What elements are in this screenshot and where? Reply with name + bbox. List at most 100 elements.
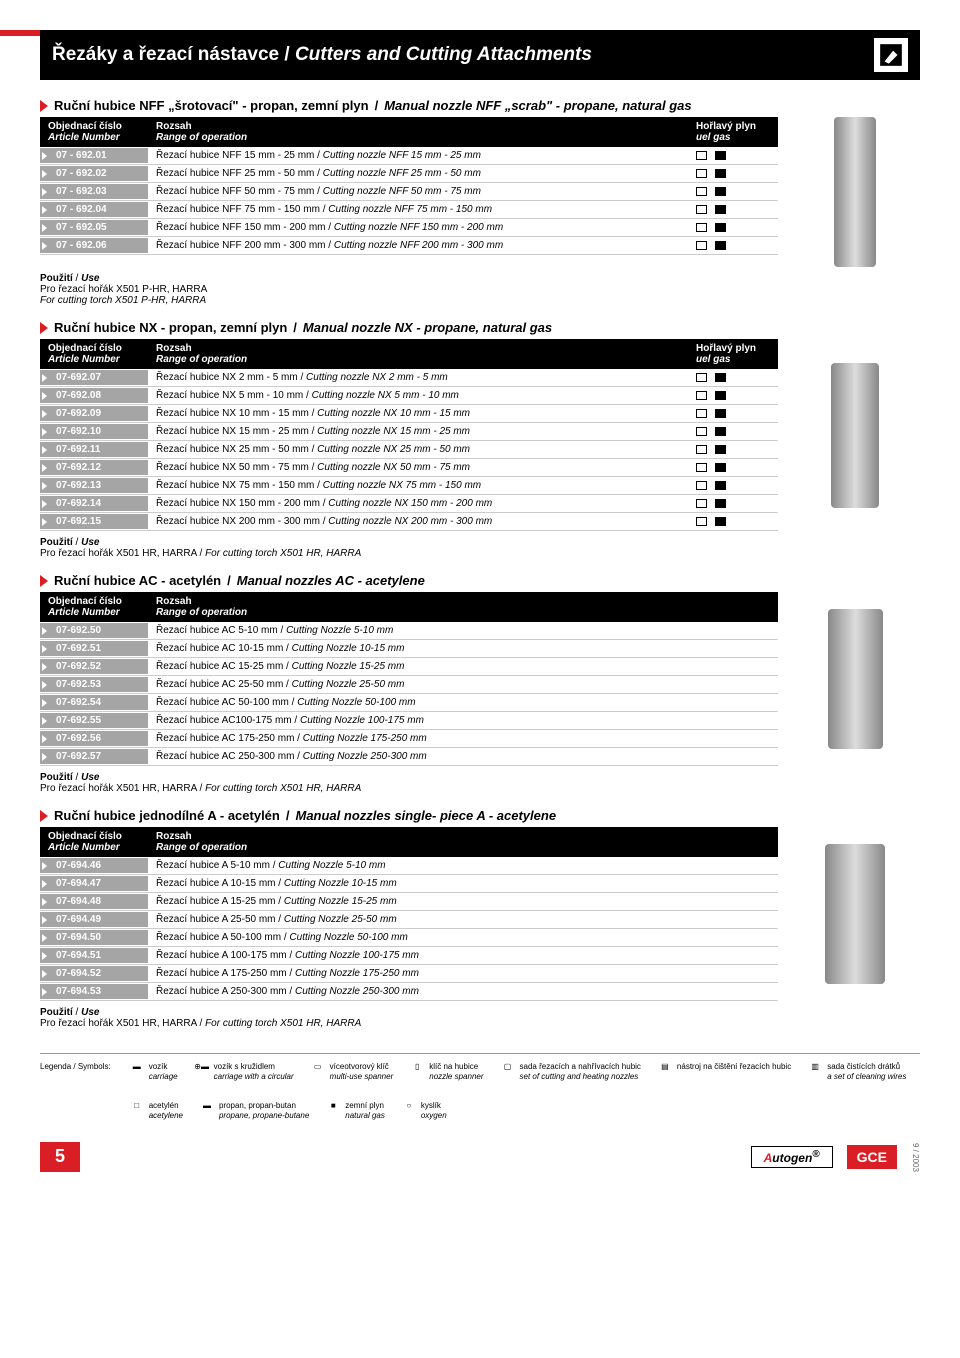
table-row: 07-694.53 Řezací hubice A 250-300 mm / C… — [40, 983, 778, 1001]
legend-items: ▬ vozíkcarriage⊕▬ vozík s kružidlemcarri… — [131, 1062, 920, 1122]
natural-gas-symbol-icon — [715, 391, 726, 400]
col-range: RozsahRange of operation — [148, 339, 688, 369]
legend-item: □ acetylénacetylene — [131, 1101, 183, 1122]
table-row: 07 - 692.04 Řezací hubice NFF 75 mm - 15… — [40, 201, 778, 219]
natural-gas-symbol-icon — [715, 151, 726, 160]
legend-item: ■ zemní plynnatural gas — [327, 1101, 385, 1122]
table-header: Objednací čísloArticle Number RozsahRang… — [40, 339, 778, 369]
table-row: 07-692.12 Řezací hubice NX 50 mm - 75 mm… — [40, 459, 778, 477]
header-title-en: Cutters and Cutting Attachments — [295, 44, 592, 65]
table-row: 07-692.51 Řezací hubice AC 10-15 mm / Cu… — [40, 640, 778, 658]
natural-gas-symbol-icon — [715, 463, 726, 472]
legend-item: ▥ sada čistících drátkůa set of cleaning… — [809, 1062, 906, 1083]
table-header: Objednací čísloArticle Number RozsahRang… — [40, 117, 778, 147]
natural-gas-symbol-icon — [715, 409, 726, 418]
table-row: 07-694.51 Řezací hubice A 100-175 mm / C… — [40, 947, 778, 965]
use-text-cz: Pro řezací hořák X501 HR, HARRA — [40, 1018, 197, 1029]
footer-logos: Autogen® GCE 9 / 2003 — [751, 1143, 920, 1172]
cell-article: 07-692.57 — [40, 749, 148, 764]
legend-item: ▢ sada řezacích a nahřívacích hubicset o… — [502, 1062, 641, 1083]
col-article: Objednací čísloArticle Number — [40, 339, 148, 369]
table-row: 07-692.11 Řezací hubice NX 25 mm - 50 mm… — [40, 441, 778, 459]
cell-gas — [688, 239, 778, 252]
cell-article: 07-692.52 — [40, 659, 148, 674]
legend-text: sada řezacích a nahřívacích hubicset of … — [520, 1062, 641, 1083]
section-title-en: Manual nozzles single- piece A - acetyle… — [295, 808, 556, 823]
red-triangle-icon — [40, 810, 48, 822]
cell-gas — [688, 371, 778, 384]
legend-symbol-icon: ▭ — [312, 1062, 324, 1071]
section-title-cz: Ruční hubice AC - acetylén — [54, 573, 221, 588]
table-row: 07 - 692.06 Řezací hubice NFF 200 mm - 3… — [40, 237, 778, 255]
table-block: Objednací čísloArticle Number RozsahRang… — [40, 827, 778, 1001]
cell-range: Řezací hubice NFF 15 mm - 25 mm / Cuttin… — [148, 148, 688, 163]
cell-range: Řezací hubice A 50-100 mm / Cutting Nozz… — [148, 930, 778, 945]
table-row: 07-692.07 Řezací hubice NX 2 mm - 5 mm /… — [40, 369, 778, 387]
natural-gas-symbol-icon — [715, 373, 726, 382]
section: Ruční hubice jednodílné A - acetylén / M… — [40, 808, 920, 1029]
legend-item: ▭ víceotvorový klíčmulti-use spanner — [312, 1062, 394, 1083]
table-row: 07-692.57 Řezací hubice AC 250-300 mm / … — [40, 748, 778, 766]
table-row: 07-692.50 Řezací hubice AC 5-10 mm / Cut… — [40, 622, 778, 640]
propane-symbol-icon — [696, 391, 707, 400]
table-block: Objednací čísloArticle Number RozsahRang… — [40, 117, 778, 267]
propane-symbol-icon — [696, 409, 707, 418]
legend-symbol-icon: ▬ — [201, 1101, 213, 1110]
cell-gas — [688, 425, 778, 438]
cell-article: 07-694.48 — [40, 894, 148, 909]
table-row: 07-692.14 Řezací hubice NX 150 mm - 200 … — [40, 495, 778, 513]
use-label-en: Use — [81, 273, 99, 284]
legend-text: acetylénacetylene — [149, 1101, 183, 1122]
table-wrap: Objednací čísloArticle Number RozsahRang… — [40, 339, 920, 531]
cell-range: Řezací hubice A 10-15 mm / Cutting Nozzl… — [148, 876, 778, 891]
cell-gas — [688, 461, 778, 474]
legend-item: ▬ vozíkcarriage — [131, 1062, 178, 1083]
legend-item: ▯ klíč na hubicenozzle spanner — [411, 1062, 483, 1083]
cell-article: 07-694.52 — [40, 966, 148, 981]
cell-article: 07 - 692.06 — [40, 238, 148, 253]
cell-range: Řezací hubice AC100-175 mm / Cutting Noz… — [148, 713, 778, 728]
cell-range: Řezací hubice AC 15-25 mm / Cutting Nozz… — [148, 659, 778, 674]
cell-range: Řezací hubice A 5-10 mm / Cutting Nozzle… — [148, 858, 778, 873]
catalog-page: Řezáky a řezací nástavce / Cutters and C… — [0, 0, 960, 1192]
legend-text: propan, propan-butanpropane, propane-but… — [219, 1101, 309, 1122]
cell-article: 07-692.51 — [40, 641, 148, 656]
section-title-en: Manual nozzle NX - propane, natural gas — [303, 320, 552, 335]
autogen-logo: Autogen® — [751, 1146, 833, 1168]
table-row: 07 - 692.05 Řezací hubice NFF 150 mm - 2… — [40, 219, 778, 237]
table-row: 07 - 692.02 Řezací hubice NFF 25 mm - 50… — [40, 165, 778, 183]
use-label-cz: Použití — [40, 1007, 73, 1018]
use-text-en: For cutting torch X501 HR, HARRA — [205, 783, 361, 794]
propane-symbol-icon — [696, 223, 707, 232]
use-text-cz: Pro řezací hořák X501 HR, HARRA — [40, 783, 197, 794]
cell-range: Řezací hubice NX 75 mm - 150 mm / Cuttin… — [148, 478, 688, 493]
legend-symbol-icon: ▬ — [131, 1062, 143, 1071]
cell-range: Řezací hubice AC 50-100 mm / Cutting Noz… — [148, 695, 778, 710]
section-title-cz: Ruční hubice NX - propan, zemní plyn — [54, 320, 287, 335]
use-block: Použití / Use Pro řezací hořák X501 P-HR… — [40, 273, 920, 306]
use-label-cz: Použití — [40, 772, 73, 783]
propane-symbol-icon — [696, 481, 707, 490]
legend-item: ▤ nástroj na čištění řezacích hubic — [659, 1062, 791, 1083]
cell-range: Řezací hubice NX 25 mm - 50 mm / Cutting… — [148, 442, 688, 457]
product-image — [790, 592, 920, 766]
legend-symbol-icon: ▢ — [502, 1062, 514, 1071]
legend-text: nástroj na čištění řezacích hubic — [677, 1062, 791, 1072]
cell-range: Řezací hubice NFF 150 mm - 200 mm / Cutt… — [148, 220, 688, 235]
legend-text: kyslíkoxygen — [421, 1101, 447, 1122]
cell-range: Řezací hubice NFF 50 mm - 75 mm / Cuttin… — [148, 184, 688, 199]
table-row: 07-692.52 Řezací hubice AC 15-25 mm / Cu… — [40, 658, 778, 676]
cell-range: Řezací hubice NX 5 mm - 10 mm / Cutting … — [148, 388, 688, 403]
cell-article: 07 - 692.05 — [40, 220, 148, 235]
col-range: RozsahRange of operation — [148, 117, 688, 147]
red-triangle-icon — [40, 322, 48, 334]
red-triangle-icon — [40, 575, 48, 587]
cell-range: Řezací hubice AC 250-300 mm / Cutting No… — [148, 749, 778, 764]
cell-range: Řezací hubice AC 10-15 mm / Cutting Nozz… — [148, 641, 778, 656]
legend-symbol-icon: ○ — [403, 1101, 415, 1110]
natural-gas-symbol-icon — [715, 187, 726, 196]
product-image — [790, 827, 920, 1001]
cell-gas — [688, 389, 778, 402]
cell-article: 07-692.53 — [40, 677, 148, 692]
table-row: 07-692.13 Řezací hubice NX 75 mm - 150 m… — [40, 477, 778, 495]
